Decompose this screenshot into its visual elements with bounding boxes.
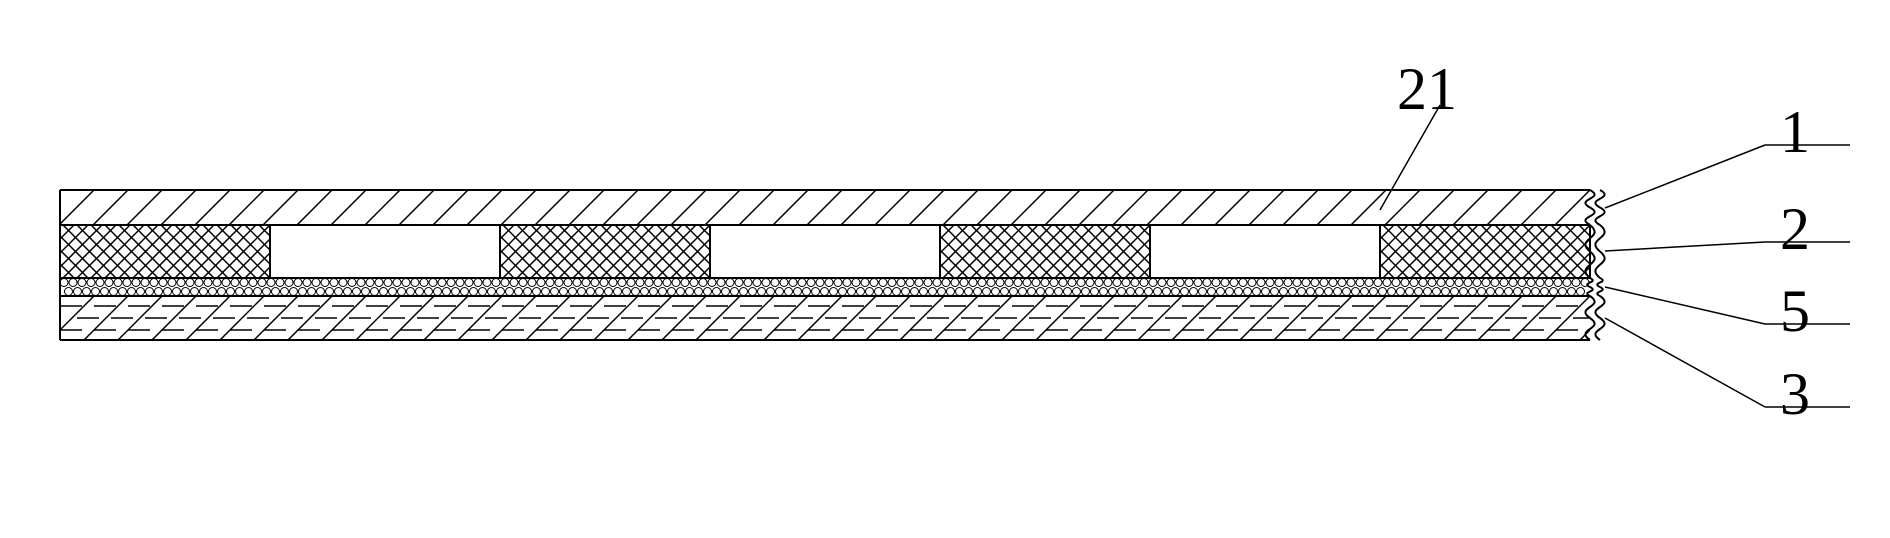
label-2: 2 — [1780, 195, 1810, 264]
bottom-layer-dashes — [60, 306, 1590, 330]
engineering-cross-section-diagram — [0, 0, 1890, 538]
leader-2 — [1605, 242, 1765, 251]
label-3: 3 — [1780, 360, 1810, 429]
crosshatch-segment — [447, 225, 808, 278]
label-21: 21 — [1397, 55, 1457, 124]
crosshatch-segment — [7, 225, 368, 278]
label-1: 1 — [1780, 98, 1810, 167]
label-5: 5 — [1780, 277, 1810, 346]
leader-5 — [1605, 287, 1765, 324]
middle-layer-hatch — [7, 225, 1688, 278]
bead-layer — [60, 279, 1589, 296]
top-layer-hatch — [25, 190, 1658, 225]
leader-1 — [1605, 145, 1765, 208]
section-break-arcs — [1585, 190, 1604, 340]
crosshatch-segment — [887, 225, 1248, 278]
crosshatch-segment — [1327, 225, 1688, 278]
leader-3 — [1605, 318, 1765, 407]
